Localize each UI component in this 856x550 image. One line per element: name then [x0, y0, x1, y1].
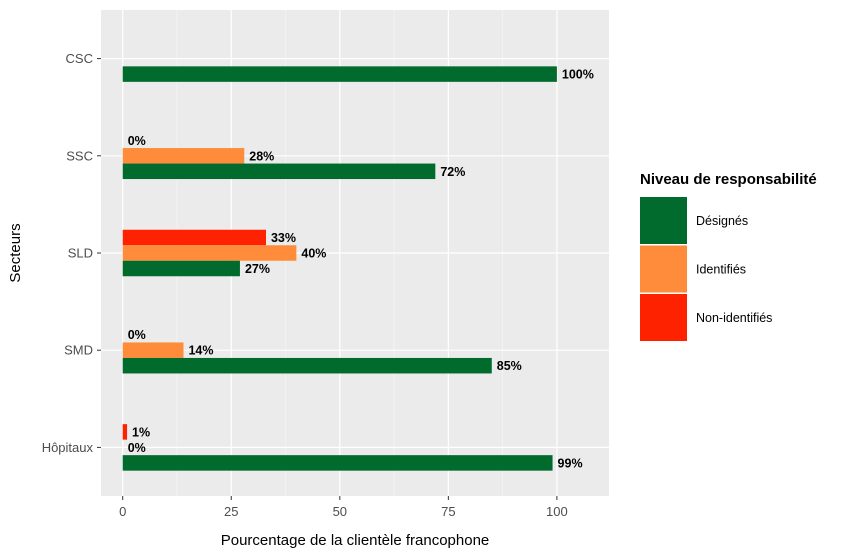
data-label: 40%	[301, 247, 326, 261]
y-tick-label: SMD	[64, 343, 93, 358]
x-tick-label: 100	[546, 504, 568, 519]
bar	[122, 66, 557, 82]
bar	[122, 260, 240, 277]
data-label: 100%	[562, 68, 594, 82]
legend: Niveau de responsabilité Désignés Identif…	[640, 171, 817, 341]
data-label: 72%	[440, 165, 465, 179]
legend-label: Non-identifiés	[696, 311, 772, 325]
legend-key	[640, 197, 687, 244]
x-axis-title: Pourcentage de la clientèle francophone	[221, 532, 490, 549]
legend-label: Désignés	[696, 214, 748, 228]
x-tick-label: 50	[333, 504, 347, 519]
data-label: 33%	[271, 231, 296, 245]
bar	[122, 148, 245, 164]
y-axis: CSC SSC SLD SMD Hôpitaux	[42, 51, 101, 455]
bars-group	[122, 66, 557, 471]
data-label: 0%	[128, 134, 146, 148]
bar	[122, 357, 492, 374]
data-label: 0%	[128, 441, 146, 455]
y-axis-title: Secteurs	[7, 223, 24, 282]
bar	[122, 163, 436, 180]
legend-label: Identifiés	[696, 263, 746, 277]
bar	[122, 455, 553, 471]
data-label: 27%	[245, 262, 270, 276]
grid-lines	[101, 10, 609, 496]
y-tick-label: Hôpitaux	[42, 440, 94, 455]
data-label: 99%	[558, 456, 583, 470]
bar	[122, 424, 128, 440]
x-tick-label: 0	[119, 504, 126, 519]
bar	[122, 229, 266, 246]
x-tick-label: 25	[224, 504, 238, 519]
bar	[122, 342, 184, 358]
y-tick-label: CSC	[66, 51, 93, 66]
y-tick-label: SSC	[66, 148, 93, 163]
x-axis: 0 25 50 75 100	[119, 496, 568, 519]
bar	[122, 245, 297, 261]
data-label: 14%	[188, 344, 213, 358]
data-label: 1%	[132, 425, 150, 439]
data-labels-group: 100% 0% 28% 72% 33% 40% 27% 0% 14% 85% 1% 0% 99%	[128, 68, 594, 471]
data-label: 0%	[128, 328, 146, 342]
data-label: 85%	[497, 359, 522, 373]
data-label: 28%	[249, 149, 274, 163]
legend-title: Niveau de responsabilité	[640, 171, 817, 188]
x-tick-label: 75	[441, 504, 455, 519]
legend-key	[640, 245, 687, 293]
y-tick-label: SLD	[68, 246, 93, 261]
legend-key	[640, 294, 687, 341]
